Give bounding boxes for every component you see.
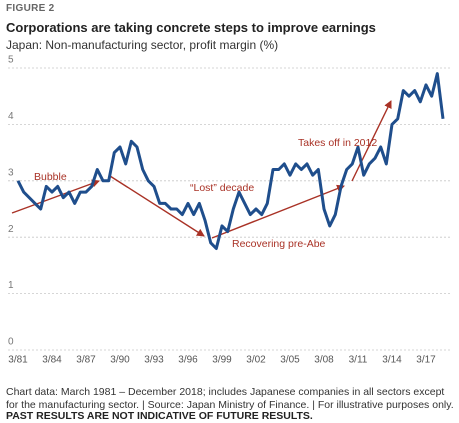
y-tick-label: 3 [8, 167, 14, 178]
annotation: Bubble [34, 171, 67, 183]
chart-note: Chart data: March 1981 – December 2018; … [6, 386, 454, 411]
chart-title: Corporations are taking concrete steps t… [6, 20, 376, 35]
data-line [16, 72, 445, 250]
x-tick-label: 3/08 [314, 355, 334, 366]
x-tick-label: 3/87 [76, 355, 96, 366]
x-tick-label: 3/99 [212, 355, 232, 366]
x-tick-label: 3/05 [280, 355, 300, 366]
y-tick-label: 0 [8, 337, 14, 348]
grid: 0 1 2 3 4 5 3/81 3/84 3/87 3/90 3/93 3/96 3/99 3/02 3/… [8, 55, 452, 366]
arrow [351, 100, 392, 182]
annotation: “Lost” decade [190, 182, 254, 194]
annotation: Recovering pre-Abe [232, 238, 326, 250]
x-tick-label: 3/93 [144, 355, 164, 366]
annotation: Takes off in 2012 [298, 137, 377, 149]
disclaimer: PAST RESULTS ARE NOT INDICATIVE OF FUTUR… [6, 410, 313, 422]
x-tick-label: 3/84 [42, 355, 62, 366]
y-tick-label: 1 [8, 280, 14, 291]
y-tick-label: 2 [8, 224, 14, 235]
x-tick-label: 3/96 [178, 355, 198, 366]
y-tick-label: 4 [8, 111, 14, 122]
plot [16, 72, 445, 250]
arrow [109, 175, 205, 237]
x-tick-label: 3/17 [416, 355, 436, 366]
x-tick-label: 3/02 [246, 355, 266, 366]
arrow [11, 179, 100, 214]
figure-label: FIGURE 2 [6, 3, 55, 14]
y-tick-label: 5 [8, 55, 14, 66]
chart-subtitle: Japan: Non-manufacturing sector, profit … [6, 38, 279, 52]
x-tick-label: 3/11 [349, 355, 368, 366]
x-tick-label: 3/81 [8, 355, 28, 366]
x-tick-label: 3/14 [382, 355, 402, 366]
x-tick-label: 3/90 [110, 355, 130, 366]
